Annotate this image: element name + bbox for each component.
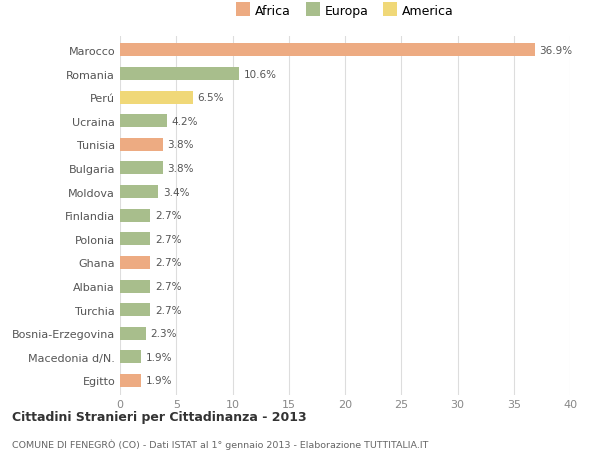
Bar — [120, 45, 535, 57]
Bar — [120, 162, 163, 175]
Text: 4.2%: 4.2% — [172, 117, 198, 127]
Text: 36.9%: 36.9% — [539, 46, 573, 56]
Text: 3.8%: 3.8% — [167, 163, 194, 174]
Bar — [120, 186, 158, 199]
Bar — [120, 139, 163, 151]
Bar — [120, 68, 239, 81]
Text: 3.4%: 3.4% — [163, 187, 189, 197]
Bar — [120, 209, 151, 222]
Bar — [120, 233, 151, 246]
Text: Cittadini Stranieri per Cittadinanza - 2013: Cittadini Stranieri per Cittadinanza - 2… — [12, 410, 307, 423]
Bar — [120, 374, 142, 387]
Text: 2.3%: 2.3% — [151, 329, 177, 338]
Text: 2.7%: 2.7% — [155, 234, 181, 244]
Text: 1.9%: 1.9% — [146, 375, 172, 386]
Text: 3.8%: 3.8% — [167, 140, 194, 150]
Text: 2.7%: 2.7% — [155, 211, 181, 221]
Text: 2.7%: 2.7% — [155, 258, 181, 268]
Text: 2.7%: 2.7% — [155, 281, 181, 291]
Text: 10.6%: 10.6% — [244, 69, 277, 79]
Text: 2.7%: 2.7% — [155, 305, 181, 315]
Bar — [120, 257, 151, 269]
Legend: Africa, Europa, America: Africa, Europa, America — [231, 0, 459, 23]
Bar — [120, 115, 167, 128]
Bar — [120, 303, 151, 316]
Bar — [120, 91, 193, 105]
Text: COMUNE DI FENEGRÒ (CO) - Dati ISTAT al 1° gennaio 2013 - Elaborazione TUTTITALIA: COMUNE DI FENEGRÒ (CO) - Dati ISTAT al 1… — [12, 439, 428, 449]
Text: 6.5%: 6.5% — [197, 93, 224, 103]
Bar — [120, 327, 146, 340]
Bar — [120, 280, 151, 293]
Bar — [120, 351, 142, 364]
Text: 1.9%: 1.9% — [146, 352, 172, 362]
